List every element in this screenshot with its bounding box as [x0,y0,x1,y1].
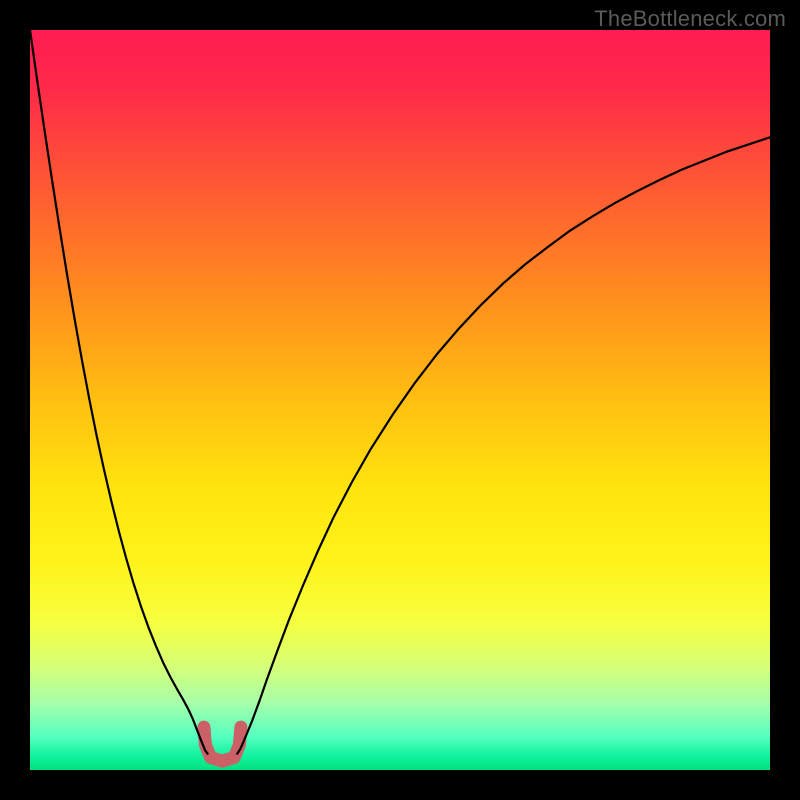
curve-left [30,30,208,754]
chart-frame: TheBottleneck.com [0,0,800,800]
dip-marker [204,727,241,761]
watermark-label: TheBottleneck.com [594,6,786,32]
plot-area [30,30,770,770]
curve-right [237,137,770,753]
curves-layer [30,30,770,770]
